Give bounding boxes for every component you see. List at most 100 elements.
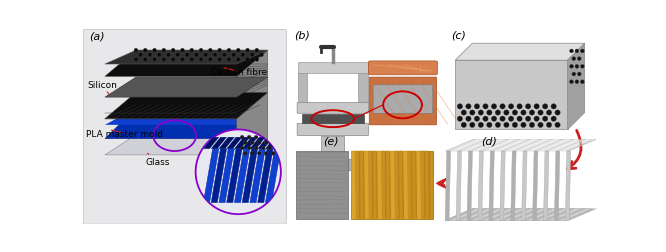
Circle shape: [134, 58, 138, 62]
Circle shape: [254, 136, 258, 140]
Bar: [352, 151, 433, 219]
Circle shape: [525, 116, 531, 122]
Circle shape: [240, 146, 244, 150]
Circle shape: [577, 57, 581, 61]
Polygon shape: [250, 149, 265, 203]
Circle shape: [190, 49, 194, 53]
Circle shape: [196, 130, 281, 214]
Polygon shape: [567, 140, 596, 151]
Polygon shape: [554, 209, 585, 220]
Polygon shape: [511, 209, 541, 220]
Circle shape: [143, 58, 147, 62]
Circle shape: [512, 110, 517, 116]
Circle shape: [500, 104, 505, 110]
Circle shape: [474, 104, 480, 110]
Circle shape: [257, 141, 261, 145]
Polygon shape: [219, 149, 234, 203]
Circle shape: [180, 49, 184, 53]
Polygon shape: [258, 138, 273, 149]
Circle shape: [569, 65, 573, 69]
Polygon shape: [478, 151, 484, 220]
Polygon shape: [226, 149, 242, 203]
Circle shape: [268, 146, 272, 150]
Polygon shape: [565, 151, 571, 220]
Circle shape: [176, 54, 180, 57]
Circle shape: [495, 110, 501, 116]
Circle shape: [213, 54, 217, 57]
Polygon shape: [236, 51, 268, 155]
Circle shape: [495, 123, 501, 128]
Polygon shape: [445, 209, 593, 220]
Circle shape: [466, 104, 471, 110]
Circle shape: [143, 49, 147, 53]
Circle shape: [466, 116, 471, 122]
Circle shape: [492, 116, 497, 122]
Polygon shape: [489, 151, 494, 220]
Circle shape: [529, 123, 535, 128]
Circle shape: [153, 49, 157, 53]
Circle shape: [569, 80, 573, 84]
Bar: [302, 115, 364, 124]
Circle shape: [185, 54, 189, 57]
Circle shape: [162, 49, 166, 53]
FancyBboxPatch shape: [373, 85, 433, 114]
Polygon shape: [211, 149, 226, 203]
Circle shape: [542, 104, 548, 110]
Bar: [321, 136, 344, 161]
FancyBboxPatch shape: [369, 78, 437, 125]
Circle shape: [241, 54, 245, 57]
Circle shape: [487, 123, 492, 128]
FancyBboxPatch shape: [83, 30, 286, 224]
Polygon shape: [456, 151, 462, 220]
Circle shape: [580, 80, 584, 84]
Circle shape: [190, 58, 194, 62]
Circle shape: [254, 146, 258, 150]
Circle shape: [534, 116, 539, 122]
Polygon shape: [105, 51, 268, 77]
Circle shape: [461, 110, 466, 116]
Circle shape: [569, 50, 573, 54]
Bar: [358, 73, 368, 104]
Circle shape: [500, 116, 505, 122]
Circle shape: [492, 104, 497, 110]
Circle shape: [483, 104, 488, 110]
Circle shape: [580, 50, 584, 54]
Circle shape: [227, 49, 231, 53]
Polygon shape: [556, 140, 585, 151]
Circle shape: [260, 54, 264, 57]
Polygon shape: [469, 140, 498, 151]
Polygon shape: [523, 140, 553, 151]
Polygon shape: [105, 93, 268, 119]
Circle shape: [166, 54, 170, 57]
Text: Silicon: Silicon: [87, 81, 117, 95]
Polygon shape: [447, 140, 476, 151]
Polygon shape: [543, 151, 549, 220]
Polygon shape: [234, 149, 250, 203]
Polygon shape: [456, 44, 585, 61]
Polygon shape: [490, 140, 520, 151]
Polygon shape: [521, 151, 527, 220]
Circle shape: [572, 73, 576, 77]
Circle shape: [255, 49, 259, 53]
Text: (d): (d): [481, 136, 497, 146]
Circle shape: [148, 54, 152, 57]
Polygon shape: [467, 209, 498, 220]
Circle shape: [204, 54, 208, 57]
Polygon shape: [533, 151, 538, 220]
Circle shape: [575, 80, 579, 84]
Circle shape: [487, 110, 492, 116]
Polygon shape: [456, 209, 487, 220]
Bar: [298, 63, 368, 74]
Text: (c): (c): [452, 30, 466, 40]
Text: (b): (b): [294, 30, 310, 40]
Circle shape: [478, 123, 484, 128]
Polygon shape: [565, 209, 596, 220]
Polygon shape: [521, 209, 553, 220]
Circle shape: [457, 116, 463, 122]
Circle shape: [271, 152, 275, 156]
Polygon shape: [467, 151, 472, 220]
Circle shape: [236, 58, 240, 62]
Polygon shape: [219, 138, 234, 149]
Polygon shape: [105, 51, 268, 65]
Circle shape: [222, 54, 226, 57]
